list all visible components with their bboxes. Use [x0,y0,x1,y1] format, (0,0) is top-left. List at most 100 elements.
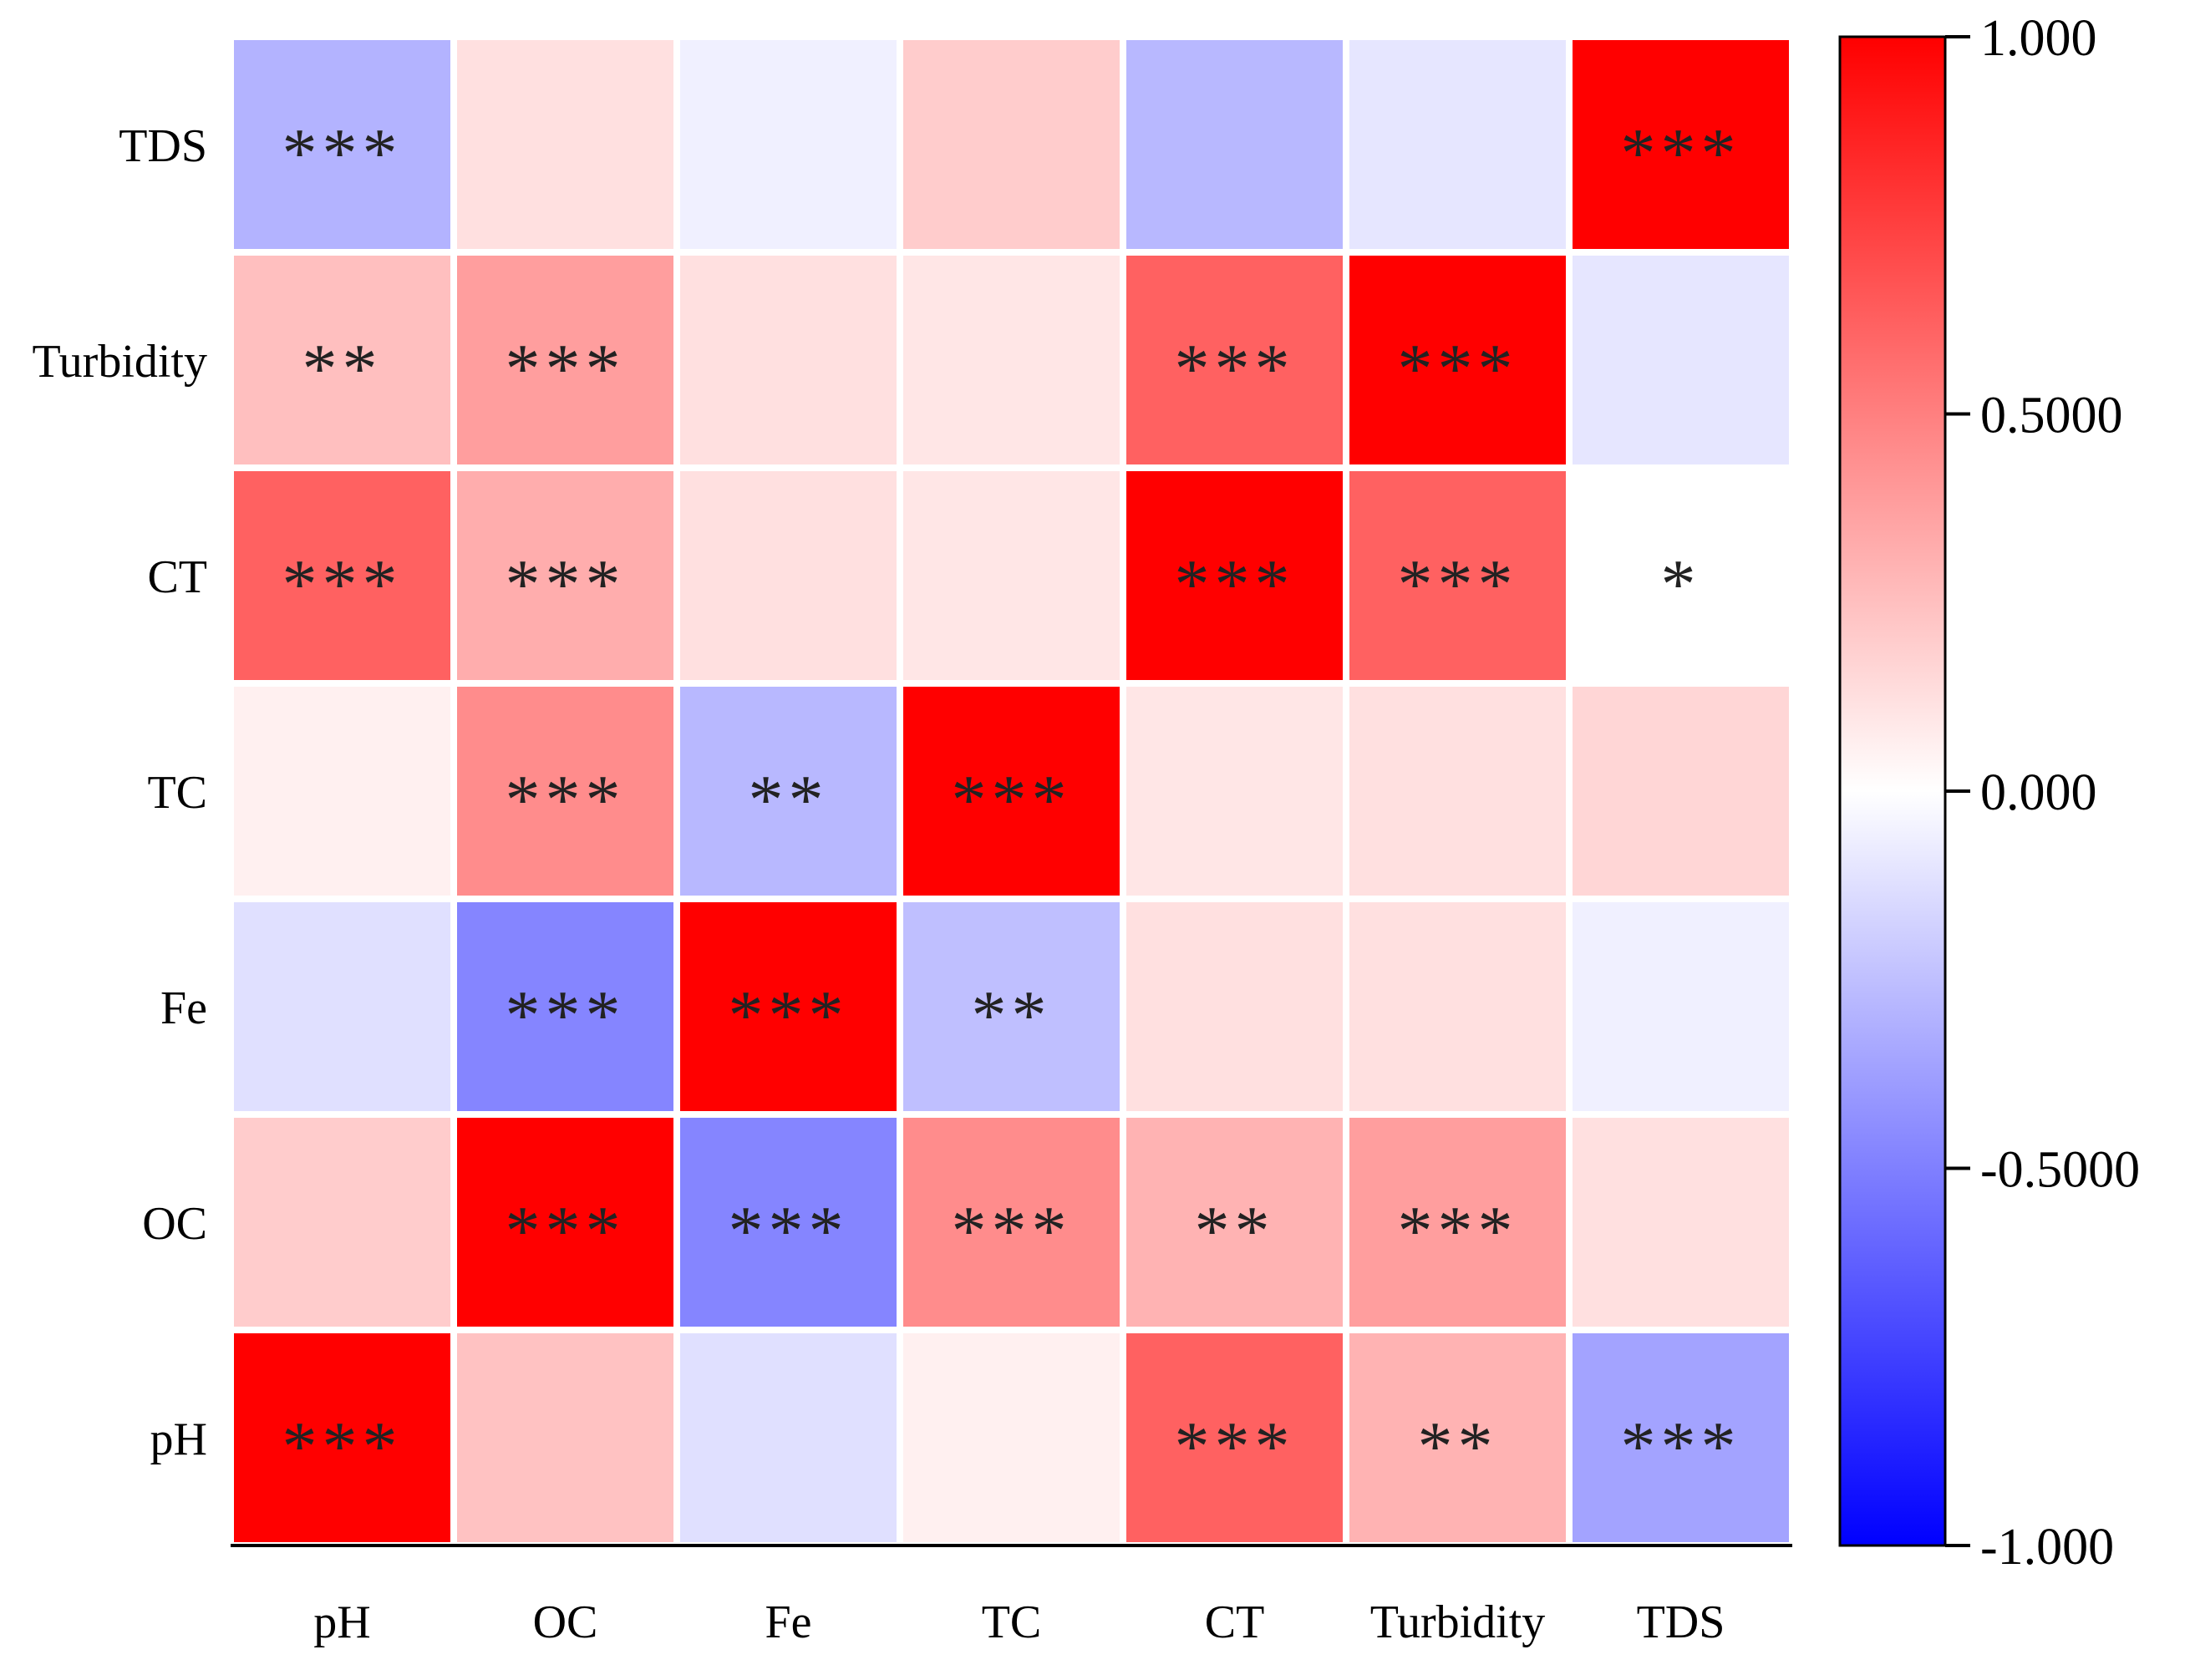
y-label-fe: Fe [160,982,207,1034]
significance-label: *** [506,761,626,839]
cell-tds-fe [680,40,897,249]
cell-ph-turbidity [1349,1333,1566,1542]
cell-ct-turbidity [1349,471,1566,680]
cell-oc-oc [457,1118,673,1327]
significance-label: *** [506,546,626,623]
significance-label: ** [749,761,829,839]
cell-fe-fe [680,902,897,1111]
colorbar-tick-label: 1.000 [1980,10,2097,67]
cell-fe-turbidity [1349,902,1566,1111]
x-axis-labels: pH OC Fe TC CT Turbidity TDS [313,1596,1725,1648]
cell-ct-ph [234,471,450,680]
cell-tds-ct [1126,40,1343,249]
cell-fe-oc [457,902,673,1111]
x-label-turbidity: Turbidity [1370,1596,1546,1648]
significance-label: * [1661,546,1701,623]
cell-turbidity-turbidity [1349,256,1566,464]
cell-oc-tc [903,1118,1120,1327]
x-label-tds: TDS [1637,1596,1725,1648]
significance-label: *** [282,114,403,192]
cell-ph-ct [1126,1333,1343,1542]
x-label-oc: OC [533,1596,598,1648]
y-label-ph: pH [150,1414,207,1465]
cell-oc-ph [234,1118,450,1327]
colorbar-ticks: 1.000 0.5000 0.000 -0.5000 -1.000 [1945,10,2140,1576]
significance-label: *** [1621,1408,1741,1485]
significance-label: *** [1175,546,1295,623]
cell-ph-tc [903,1333,1120,1542]
significance-label: *** [729,1192,849,1270]
cell-tc-ph [234,687,450,896]
cell-oc-ct [1126,1118,1343,1327]
significance-label: *** [729,977,849,1054]
cell-ct-tds [1573,471,1789,680]
cell-ph-oc [457,1333,673,1542]
cell-tds-tds [1573,40,1789,249]
significance-label: *** [506,977,626,1054]
cell-oc-turbidity [1349,1118,1566,1327]
cell-tds-turbidity [1349,40,1566,249]
cell-tc-fe [680,687,897,896]
cell-ph-fe [680,1333,897,1542]
cell-tc-oc [457,687,673,896]
cell-oc-fe [680,1118,897,1327]
significance-label: *** [506,1192,626,1270]
y-label-ct: CT [147,551,207,603]
y-label-tds: TDS [119,120,207,172]
cell-ct-fe [680,471,897,680]
significance-label: ** [302,330,383,408]
y-label-tc: TC [147,767,207,819]
y-axis-labels: TDS Turbidity CT TC Fe OC pH [32,120,207,1465]
significance-label: *** [1398,330,1518,408]
significance-label: *** [1175,1408,1295,1485]
colorbar-tick-label: -1.000 [1980,1519,2114,1576]
cell-turbidity-ph [234,256,450,464]
significance-label: *** [1398,1192,1518,1270]
significance-label: *** [506,330,626,408]
cell-fe-tc [903,902,1120,1111]
x-label-tc: TC [982,1596,1042,1648]
cell-ph-ph [234,1333,450,1542]
significance-markers: *** ***** *** *** ****** *** *** *** **** ** *****… [282,114,1741,1485]
significance-label: *** [1175,330,1295,408]
x-label-fe: Fe [765,1596,812,1648]
cell-ct-oc [457,471,673,680]
colorbar-tick-label: 0.5000 [1980,388,2123,444]
cell-tc-turbidity [1349,687,1566,896]
significance-label: *** [1398,546,1518,623]
cell-tc-ct [1126,687,1343,896]
cell-turbidity-oc [457,256,673,464]
colorbar-gradient [1838,35,1947,1547]
colorbar-tick-label: 0.000 [1980,764,2097,821]
cell-turbidity-tds [1573,256,1789,464]
cell-turbidity-tc [903,256,1120,464]
cell-oc-tds [1573,1118,1789,1327]
cell-fe-tds [1573,902,1789,1111]
cell-fe-ph [234,902,450,1111]
x-label-ph: pH [313,1596,370,1648]
significance-label: ** [1195,1192,1275,1270]
significance-label: *** [282,546,403,623]
significance-label: ** [972,977,1052,1054]
significance-label: *** [1621,114,1741,192]
cell-tds-tc [903,40,1120,249]
significance-label: *** [282,1408,403,1485]
cell-tc-tc [903,687,1120,896]
cell-ph-tds [1573,1333,1789,1542]
cell-tds-oc [457,40,673,249]
significance-label: *** [952,761,1072,839]
heatmap-cells [234,40,1789,1542]
cell-tds-ph [234,40,450,249]
cell-ct-tc [903,471,1120,680]
y-label-turbidity: Turbidity [32,336,207,388]
cell-turbidity-ct [1126,256,1343,464]
colorbar-tick-label: -0.5000 [1980,1142,2140,1199]
significance-label: ** [1418,1408,1498,1485]
y-label-oc: OC [142,1198,207,1250]
x-label-ct: CT [1205,1596,1265,1648]
cell-ct-ct [1126,471,1343,680]
cell-turbidity-fe [680,256,897,464]
significance-label: *** [952,1192,1072,1270]
colorbar: 1.000 0.5000 0.000 -0.5000 -1.000 [1838,10,2140,1576]
